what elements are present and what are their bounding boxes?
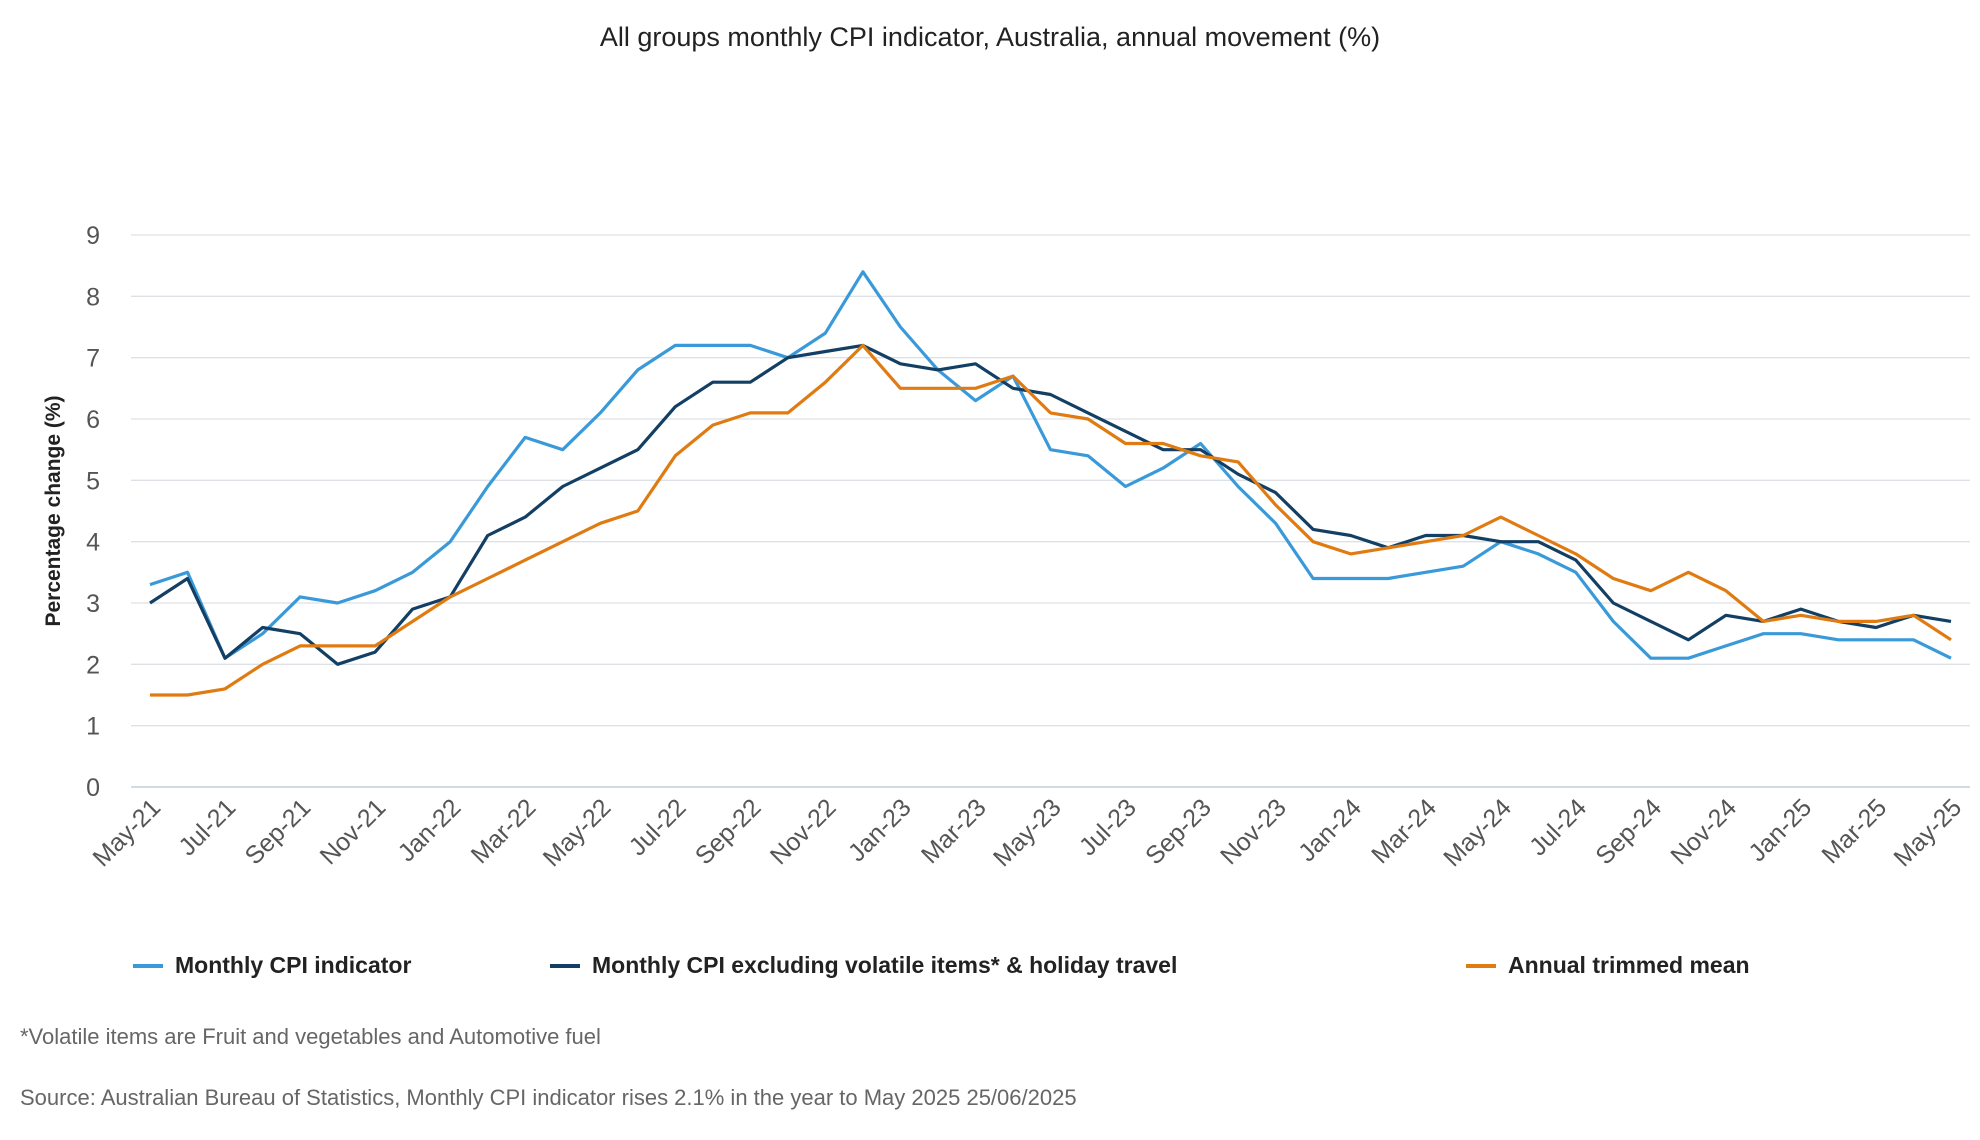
- legend-label: Annual trimmed mean: [1508, 952, 1750, 978]
- chart-title: All groups monthly CPI indicator, Austra…: [599, 22, 1381, 52]
- x-tick-label: Jul-23: [1074, 793, 1142, 861]
- x-tick-label: May-25: [1888, 793, 1967, 872]
- legend-item-monthly-cpi: Monthly CPI indicator: [133, 952, 411, 979]
- x-tick-label: Mar-23: [916, 793, 992, 869]
- source-note: Source: Australian Bureau of Statistics,…: [20, 1085, 1077, 1110]
- x-tick-label: Jul-22: [624, 793, 692, 861]
- x-tick-label: Sep-23: [1140, 793, 1217, 870]
- x-tick-label: Sep-24: [1590, 793, 1667, 870]
- x-tick-label: May-24: [1438, 793, 1517, 872]
- y-tick-label: 2: [86, 651, 100, 679]
- y-tick-label: 1: [86, 713, 100, 741]
- y-axis-label: Percentage change (%): [42, 395, 65, 626]
- series-line-2: [150, 343, 1952, 697]
- y-tick-label: 4: [86, 529, 100, 557]
- legend-item-excluding-volatile: Monthly CPI excluding volatile items* & …: [550, 952, 1177, 979]
- y-tick-label: 3: [86, 590, 100, 618]
- series-line-0: [149, 270, 1952, 660]
- x-tick-label: Sep-21: [240, 793, 317, 870]
- x-tick-label: Jan-25: [1743, 793, 1817, 867]
- y-tick-label: 8: [86, 283, 100, 311]
- legend-label: Monthly CPI indicator: [175, 952, 412, 978]
- x-tick-label: Mar-24: [1366, 793, 1442, 869]
- x-tick-label: May-22: [538, 793, 617, 872]
- legend-item-trimmed-mean: Annual trimmed mean: [1466, 952, 1750, 979]
- y-tick-label: 0: [86, 774, 100, 802]
- x-tick-label: Nov-24: [1665, 793, 1742, 870]
- x-tick-label: Nov-23: [1215, 793, 1292, 870]
- x-tick-label: Mar-25: [1816, 793, 1892, 869]
- x-tick-label: Nov-22: [765, 793, 842, 870]
- y-tick-label: 7: [86, 345, 100, 373]
- legend-swatch: [133, 963, 163, 968]
- legend-swatch: [550, 963, 580, 968]
- x-tick-label: Nov-21: [315, 793, 392, 870]
- y-tick-label: 5: [86, 467, 100, 495]
- x-tick-label: May-23: [988, 793, 1067, 872]
- x-tick-label: Sep-22: [690, 793, 767, 870]
- x-tick-label: Jan-24: [1293, 793, 1367, 867]
- x-tick-label: Mar-22: [466, 793, 542, 869]
- x-tick-label: Jan-23: [843, 793, 917, 867]
- x-tick-label: Jul-21: [173, 793, 241, 861]
- x-tick-label: May-21: [87, 793, 166, 872]
- y-tick-label: 9: [86, 222, 100, 250]
- footnote: *Volatile items are Fruit and vegetables…: [20, 1024, 601, 1049]
- x-tick-label: Jan-22: [393, 793, 467, 867]
- x-tick-label: Jul-24: [1524, 793, 1592, 861]
- y-tick-label: 6: [86, 406, 100, 434]
- legend-swatch: [1466, 963, 1496, 968]
- legend-label: Monthly CPI excluding volatile items* & …: [592, 952, 1178, 978]
